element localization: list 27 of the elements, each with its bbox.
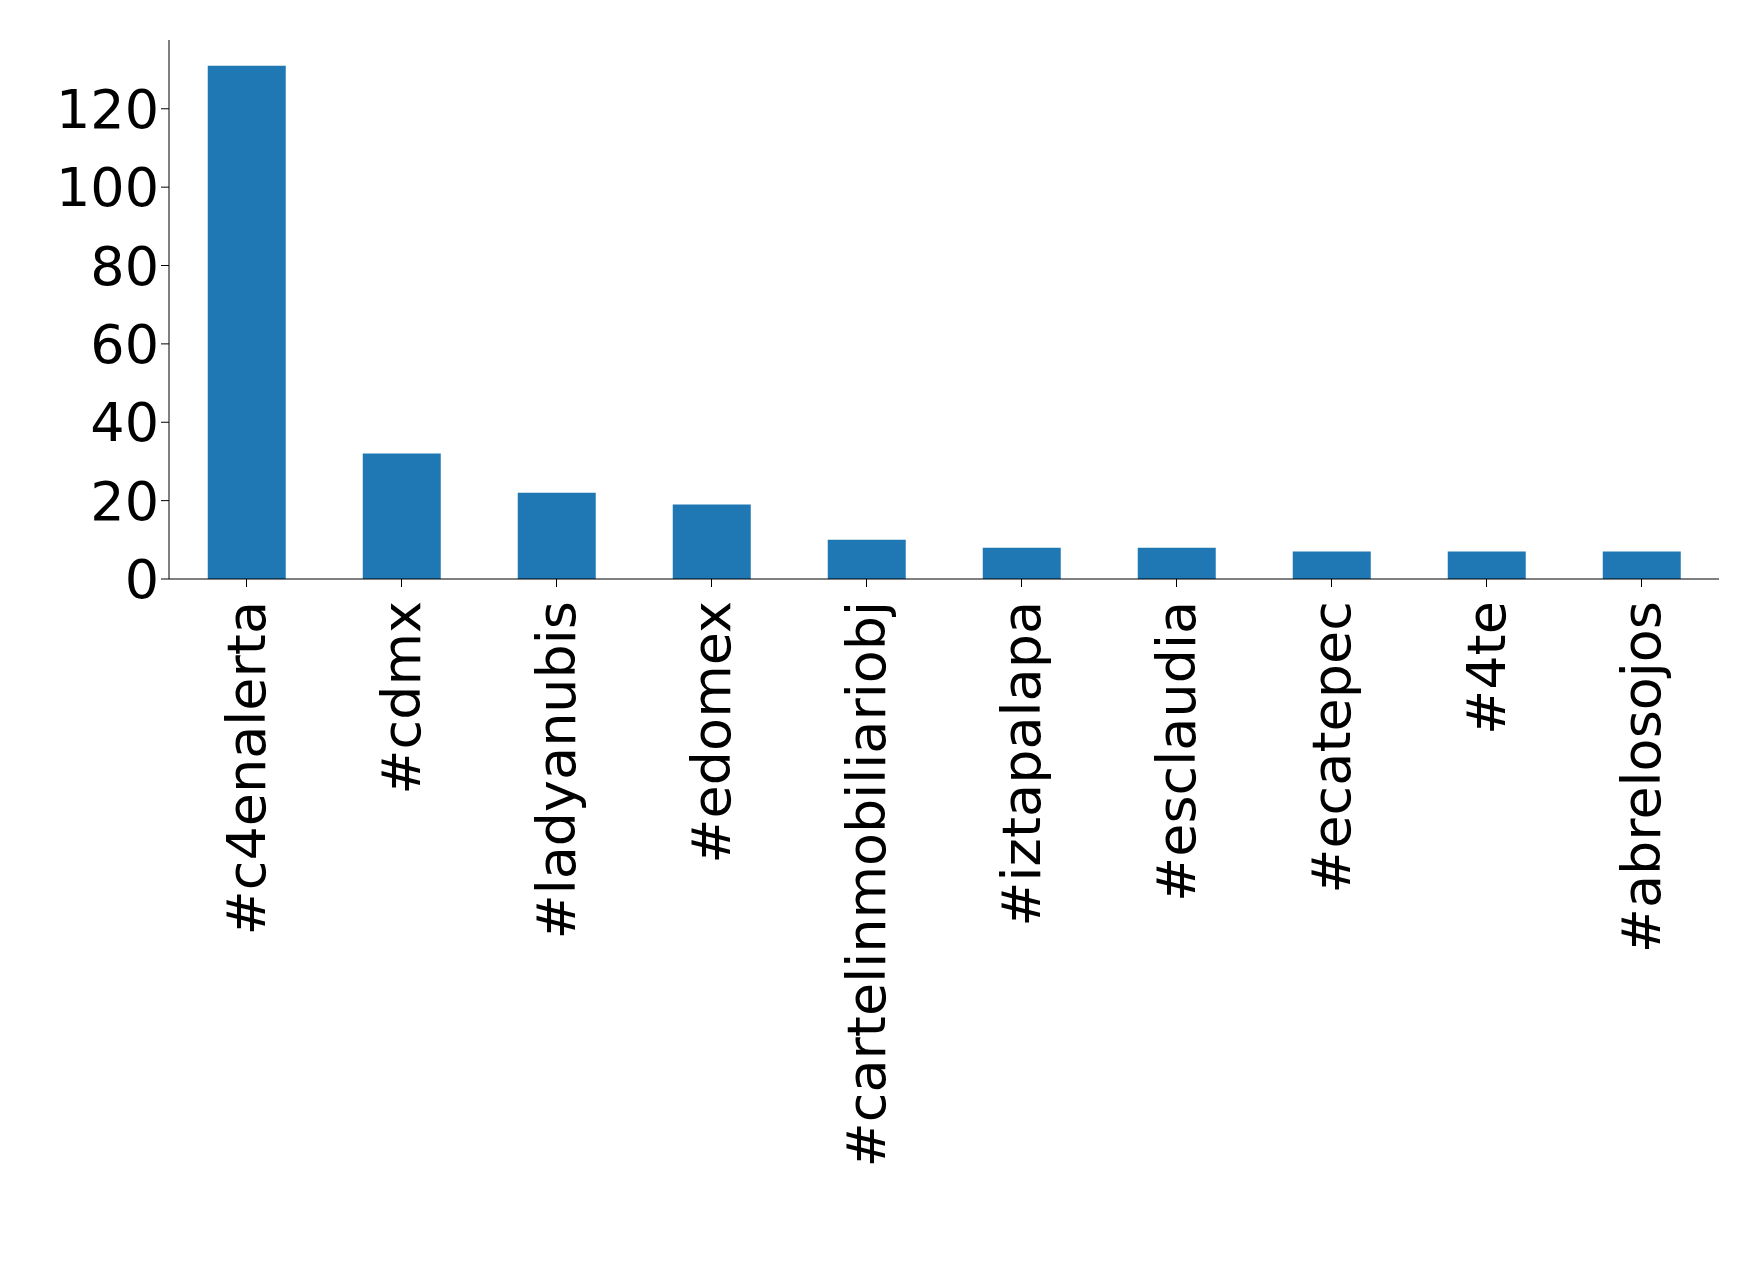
x-tick-label: #ladyanubis [525, 601, 588, 940]
y-tick-label: 0 [124, 548, 159, 612]
bar [982, 547, 1061, 579]
x-tick-label: #c4enalerta [215, 601, 278, 936]
y-tick-label: 40 [90, 391, 159, 455]
bar [362, 453, 441, 579]
bar [1602, 551, 1681, 579]
y-tick-label: 100 [55, 156, 159, 220]
y-tick-label: 120 [55, 77, 159, 141]
bar [1292, 551, 1371, 579]
x-tick-label: #cartelinmobiliariobj [835, 601, 898, 1168]
x-tick-label: #abrelosojos [1610, 601, 1673, 954]
x-tick-label: #esclaudia [1145, 601, 1208, 902]
y-tick-label: 60 [90, 313, 159, 377]
x-tick-label: #iztapalapa [990, 601, 1053, 927]
bar [207, 65, 286, 579]
bar [827, 539, 906, 579]
bar [1137, 547, 1216, 579]
bar [672, 504, 751, 579]
bar [1447, 551, 1526, 579]
x-tick-label: #edomex [680, 601, 743, 864]
bar [517, 492, 596, 579]
x-tick-label: #ecatepec [1300, 601, 1363, 894]
x-tick-label: #4te [1455, 601, 1518, 735]
y-tick-label: 80 [90, 234, 159, 298]
y-tick-label: 20 [90, 469, 159, 533]
x-tick-label: #cdmx [370, 601, 433, 795]
